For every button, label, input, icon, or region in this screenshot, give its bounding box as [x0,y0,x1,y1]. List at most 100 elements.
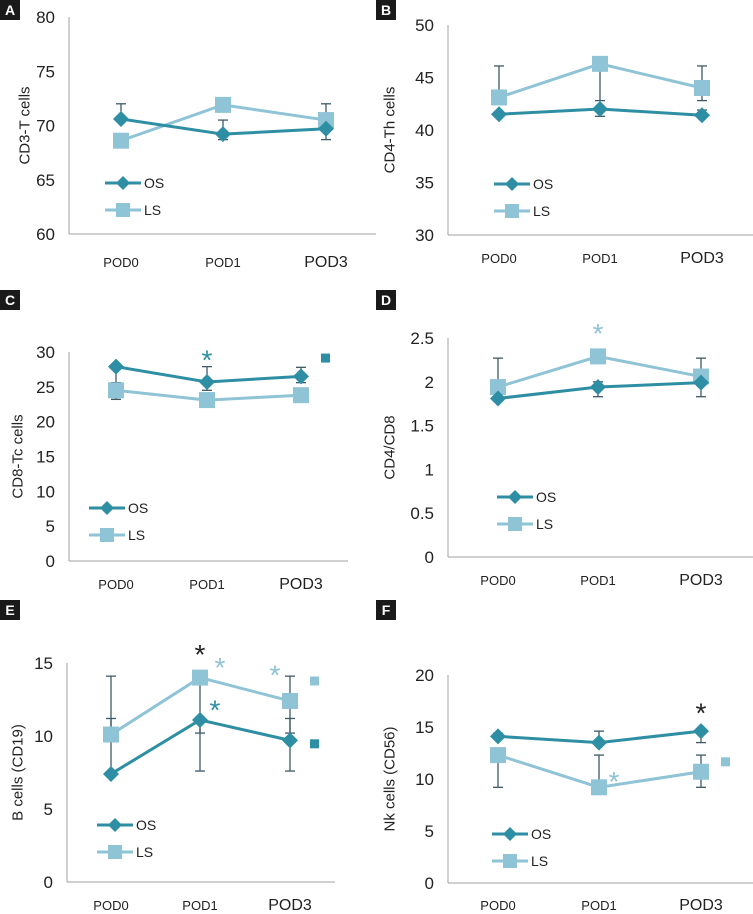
y-tick-label: 15 [415,718,434,737]
y-tick-label: 5 [425,822,434,841]
y-tick-label: 2.5 [410,329,434,348]
y-tick-label: 10 [415,770,434,789]
x-tick-label: POD1 [581,898,616,913]
x-tick-label: POD3 [679,572,723,589]
legend-marker-ls [508,517,522,531]
point-ls [318,112,334,129]
x-tick-label: POD0 [98,577,133,592]
legend-marker-os [108,818,122,832]
legend-label-os: OS [533,176,553,192]
legend-label-ls: LS [136,844,153,860]
legend-marker-ls [100,528,114,542]
y-tick-label: 40 [415,121,434,140]
y-tick-label: 45 [415,69,434,88]
panel-label: C [5,292,15,308]
panel-label-box [0,290,20,310]
significance-star: * [270,659,281,690]
panel-label-box [0,600,20,620]
point-ls [199,392,215,409]
x-tick-label: POD0 [103,255,138,270]
legend-label-os: OS [536,489,556,505]
y-axis-label: CD3-T cells [16,86,33,164]
panel-d: D 0 0.5 1 1.5 2 2.5 CD4/CD8 POD0 POD1 POD3 OS LS * [376,290,753,589]
legend-marker-ls [503,854,517,868]
significance-star: * [593,318,604,349]
y-axis-label: CD4/CD8 [381,415,398,479]
y-tick-label: 10 [36,482,55,501]
legend-label-ls: LS [144,202,161,218]
y-tick-label: 15 [36,448,55,467]
x-tick-label: POD0 [93,898,128,913]
point-os [590,379,606,396]
y-tick-label: 15 [34,654,53,673]
y-tick-label: 35 [415,174,434,193]
point-ls [490,379,506,396]
panel-c: C 0 5 10 15 20 25 30 CD8-Tc cells POD0 POD1 POD3 OS L… [0,290,348,593]
point-ls [694,80,710,96]
point-os [591,734,607,751]
significance-square [310,739,319,749]
point-ls [293,387,309,404]
y-axis-label: B cells (CD19) [9,724,26,821]
legend-marker-os [508,490,522,504]
y-tick-label: 0 [44,873,53,892]
y-tick-label: 20 [36,413,55,432]
x-tick-label: POD3 [304,254,348,271]
y-tick-label: 75 [36,62,55,81]
point-os [108,358,124,375]
x-tick-label: POD0 [480,573,515,588]
point-ls [103,726,119,743]
y-tick-label: 1 [425,460,434,479]
y-tick-label: 5 [44,800,53,819]
legend-label-os: OS [144,175,164,191]
point-os [592,101,608,117]
panel-label: B [381,2,391,18]
legend-marker-ls [116,203,130,217]
legend-label-os: OS [136,817,156,833]
legend-label-ls: LS [531,853,548,869]
point-os [490,390,506,407]
y-tick-label: 70 [36,117,55,136]
x-tick-label: POD3 [279,576,323,593]
y-tick-label: 80 [36,8,55,27]
panel-f: F 0 5 10 15 20 Nk cells (CD56) POD0 POD1 POD3 OS LS… [376,600,753,914]
x-tick-label: POD3 [680,250,724,267]
y-tick-label: 2 [425,373,434,392]
point-ls [591,779,607,796]
significance-square [321,353,330,363]
point-ls [592,55,608,72]
x-tick-label: POD1 [582,251,617,266]
significance-star: * [202,344,213,375]
x-tick-label: POD0 [480,898,515,913]
panel-label-box [376,600,396,620]
significance-square [310,676,319,686]
point-os [192,711,208,728]
panel-a: A 60 65 70 75 80 CD3-T cells POD0 POD1 POD3 OS LS [0,0,376,271]
y-tick-label: 0.5 [410,504,434,523]
legend-marker-ls [108,845,122,859]
x-tick-label: POD1 [182,898,217,913]
y-tick-label: 0 [425,874,434,893]
legend-label-ls: LS [128,527,145,543]
point-os [282,732,298,749]
point-ls [490,747,506,764]
legend-marker-os [505,177,519,191]
point-ls [108,382,124,399]
y-tick-label: 5 [46,517,55,536]
y-tick-label: 20 [415,666,434,685]
y-tick-label: 0 [46,552,55,571]
point-os [103,765,119,782]
significance-star: * [210,694,221,725]
point-ls [693,763,709,780]
point-ls [113,132,129,149]
point-os [693,374,709,391]
y-tick-label: 30 [415,226,434,245]
significance-star: * [696,697,707,728]
legend-marker-os [100,501,114,515]
legend-label-ls: LS [533,203,550,219]
legend-label-os: OS [128,500,148,516]
y-tick-label: 10 [34,727,53,746]
y-tick-label: 65 [36,171,55,190]
